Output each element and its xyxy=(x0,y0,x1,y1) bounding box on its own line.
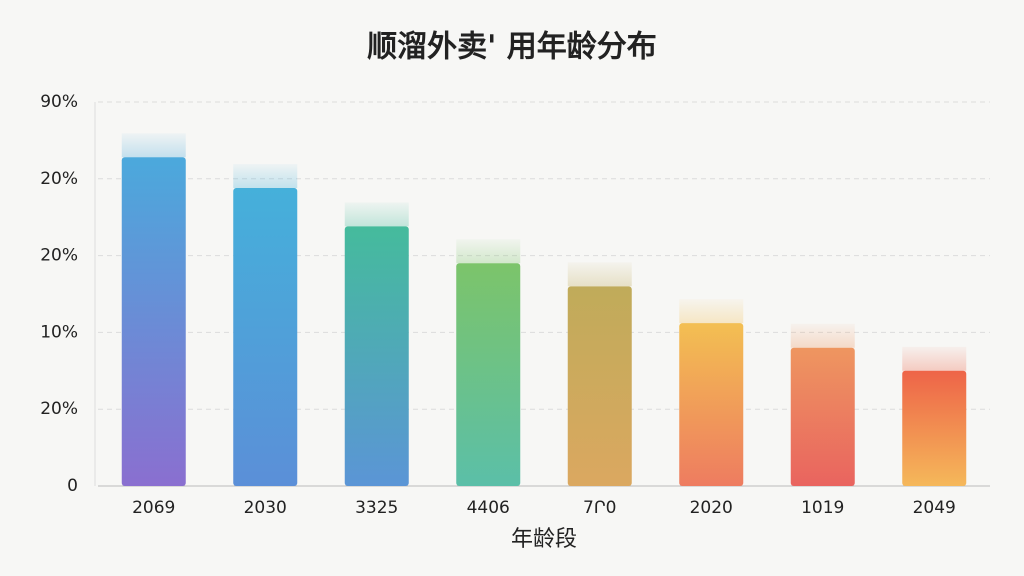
bar-glow xyxy=(790,323,855,348)
bar-glow xyxy=(233,164,298,189)
y-tick-label: 20% xyxy=(40,169,78,189)
x-tick-label: 3325 xyxy=(355,498,398,518)
y-tick-label: 20% xyxy=(40,399,78,419)
x-tick-label: 1019 xyxy=(801,498,844,518)
bar xyxy=(679,323,744,486)
x-axis-label: 年龄段 xyxy=(511,527,577,552)
chart-title: 顺溜外卖' 用年龄分布 xyxy=(367,30,657,65)
bar xyxy=(790,347,855,486)
bar xyxy=(344,226,409,486)
bar-glow xyxy=(679,299,744,324)
bar xyxy=(902,370,967,486)
bar xyxy=(567,286,632,486)
bar xyxy=(456,263,521,486)
x-tick-label: 2049 xyxy=(913,498,956,518)
bar-glow xyxy=(344,202,409,227)
y-tick-label: 20% xyxy=(40,246,78,266)
bar-glow xyxy=(121,133,186,158)
x-tick-label: 2020 xyxy=(690,498,733,518)
x-tick-label: 4406 xyxy=(467,498,510,518)
y-tick-label: 10% xyxy=(40,322,78,342)
x-tick-label: 2030 xyxy=(244,498,287,518)
x-tick-label: 7Ր0 xyxy=(583,498,616,518)
bar xyxy=(233,188,298,487)
x-tick-label: 2069 xyxy=(132,498,175,518)
bar-glow xyxy=(456,239,521,264)
y-tick-label: 90% xyxy=(40,92,78,112)
bar xyxy=(121,157,186,486)
y-tick-label: 0 xyxy=(67,476,78,496)
bar-glow xyxy=(902,346,967,371)
bar-glow xyxy=(567,262,632,287)
